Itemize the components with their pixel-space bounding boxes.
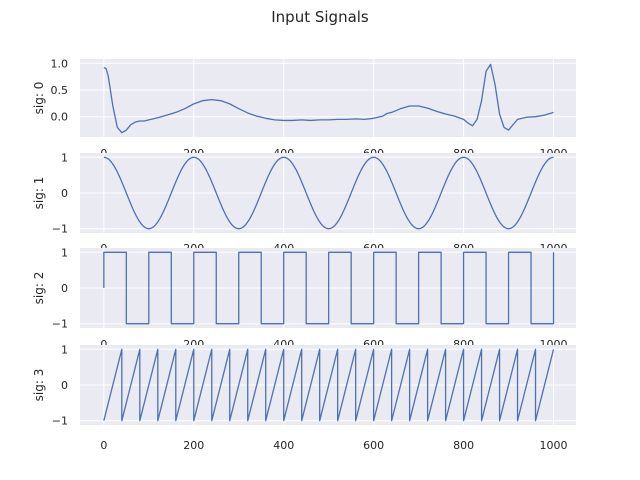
axes-background-0 <box>80 59 576 137</box>
subplot-0: 1.0 0.5 0.0 sig: 0 <box>32 57 576 137</box>
y-tick-label: 0 <box>61 379 68 392</box>
subplot-2: 1 0 −1 sig: 2 <box>32 246 576 331</box>
x-tick-label: 800 <box>453 439 474 452</box>
series-line-0-0 <box>103 63 554 134</box>
y-tick-label: 0 <box>61 187 68 200</box>
y-tick-label: 1.0 <box>51 57 69 70</box>
x-tick-label: 600 <box>363 439 384 452</box>
x-tick-label: 400 <box>273 439 294 452</box>
y-tick-label: 1 <box>61 343 68 356</box>
x-tick-label: 0 <box>100 338 107 351</box>
y-tick-label: 0.0 <box>51 111 69 124</box>
x-tick-label: 1000 <box>540 439 568 452</box>
x-tick-label: 0 <box>100 439 107 452</box>
x-tick-label: 200 <box>183 439 204 452</box>
y-tick-label: −1 <box>52 415 68 428</box>
y-axis-label: sig: 2 <box>32 272 46 305</box>
series-line-1-0 <box>103 156 554 230</box>
subplot-3: 1 0 −1 sig: 3 <box>32 343 576 428</box>
series-line-3-0 <box>103 348 555 422</box>
series-line-2-0 <box>103 251 555 325</box>
figure-title: Input Signals <box>271 8 369 26</box>
y-tick-label: 1 <box>61 151 68 164</box>
y-tick-label: 1 <box>61 246 68 259</box>
y-tick-label: 0 <box>61 282 68 295</box>
y-tick-label: 0.5 <box>51 84 69 97</box>
y-tick-label: −1 <box>52 223 68 236</box>
subplot-1: 1 0 −1 sig: 1 <box>32 151 576 236</box>
y-axis-label: sig: 3 <box>32 369 46 402</box>
y-tick-label: −1 <box>52 318 68 331</box>
y-axis-label: sig: 1 <box>32 177 46 210</box>
y-axis-label: sig: 0 <box>32 82 46 115</box>
